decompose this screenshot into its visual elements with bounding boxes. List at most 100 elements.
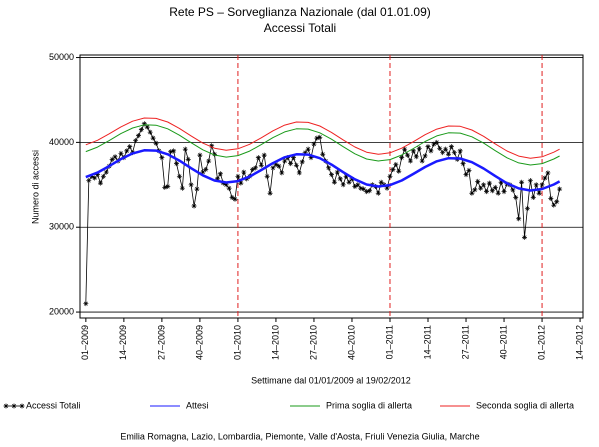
data-point <box>100 173 106 179</box>
data-point <box>475 178 481 184</box>
data-point <box>519 179 525 185</box>
data-point <box>223 182 229 188</box>
data-point <box>542 175 548 181</box>
data-point <box>258 162 264 168</box>
chart-title: Rete PS – Sorveglianza Nazionale (dal 01… <box>169 5 431 19</box>
legend-symbol <box>3 403 9 409</box>
data-point <box>334 169 340 175</box>
data-point <box>144 124 150 130</box>
data-point <box>150 135 156 141</box>
data-point <box>267 190 273 196</box>
data-point <box>299 159 305 165</box>
data-point <box>536 190 542 196</box>
data-point <box>489 188 495 194</box>
data-point <box>478 185 484 191</box>
data-point <box>437 145 443 151</box>
data-point <box>545 170 551 176</box>
data-point <box>367 188 373 194</box>
data-point <box>314 135 320 141</box>
data-point <box>252 165 258 171</box>
legend-label: Attesi <box>186 400 209 410</box>
y-axis-label: Numero di accessi <box>30 150 40 224</box>
data-point <box>179 185 185 191</box>
data-point <box>498 179 504 185</box>
data-point <box>103 169 109 175</box>
data-point <box>326 165 332 171</box>
data-point <box>486 180 492 186</box>
data-point <box>466 167 472 173</box>
data-point <box>165 184 171 189</box>
data-point <box>407 158 413 164</box>
data-point <box>133 138 139 144</box>
data-point <box>492 184 498 190</box>
data-point <box>153 140 159 146</box>
data-point <box>358 185 364 191</box>
data-point <box>226 185 232 191</box>
data-point <box>361 186 367 192</box>
data-point <box>209 143 215 149</box>
data-point <box>481 182 487 188</box>
data-point <box>340 182 346 188</box>
data-point <box>282 158 288 164</box>
data-point <box>270 165 276 171</box>
x-tick-label: 27–2010 <box>308 325 318 360</box>
data-point <box>524 206 530 212</box>
data-point <box>448 144 454 150</box>
data-point <box>513 195 519 201</box>
data-point <box>305 146 311 152</box>
series-line <box>85 117 560 159</box>
data-point <box>527 178 533 184</box>
data-point <box>469 190 475 196</box>
data-point <box>255 155 261 161</box>
data-point <box>290 155 296 161</box>
data-point <box>402 146 408 152</box>
data-point <box>472 187 478 193</box>
data-point <box>320 151 326 157</box>
data-point <box>422 153 428 159</box>
data-point <box>355 182 361 188</box>
y-tick-label: 30000 <box>49 222 74 232</box>
data-point <box>296 170 302 176</box>
data-point <box>451 150 457 156</box>
data-point <box>109 156 115 162</box>
data-point <box>191 203 197 209</box>
data-point <box>522 234 528 240</box>
data-point <box>419 158 425 164</box>
x-tick-label: 14–2012 <box>574 325 584 360</box>
x-tick-label: 40–2010 <box>346 325 356 360</box>
data-point <box>212 151 218 157</box>
data-point <box>460 161 466 167</box>
data-point <box>510 187 516 193</box>
data-point <box>86 178 92 184</box>
x-tick-label: 40–2011 <box>498 325 508 359</box>
legend-symbol <box>11 403 17 409</box>
data-point <box>174 161 180 167</box>
data-point <box>551 202 557 208</box>
data-point <box>393 161 399 167</box>
data-point <box>159 155 165 161</box>
data-point <box>410 148 416 154</box>
data-point <box>124 148 130 154</box>
data-point <box>346 179 352 185</box>
data-point <box>141 121 147 127</box>
data-point <box>118 150 124 156</box>
data-point <box>331 179 337 185</box>
footnote: Emilia Romagna, Lazio, Lombardia, Piemon… <box>120 431 479 441</box>
chart-subtitle: Accessi Totali <box>264 21 336 35</box>
data-point <box>440 150 446 156</box>
data-point <box>329 172 334 178</box>
data-point <box>317 134 323 140</box>
data-point <box>112 154 118 160</box>
data-point <box>83 301 89 307</box>
data-point <box>200 169 206 175</box>
data-point <box>206 158 212 164</box>
legend-symbol <box>19 403 25 409</box>
plot-frame <box>79 54 584 319</box>
data-point <box>197 152 203 158</box>
data-point <box>302 150 308 156</box>
x-tick-label: 27–2009 <box>156 325 166 360</box>
data-point <box>250 167 256 173</box>
data-point <box>343 173 349 179</box>
data-point <box>384 185 390 191</box>
